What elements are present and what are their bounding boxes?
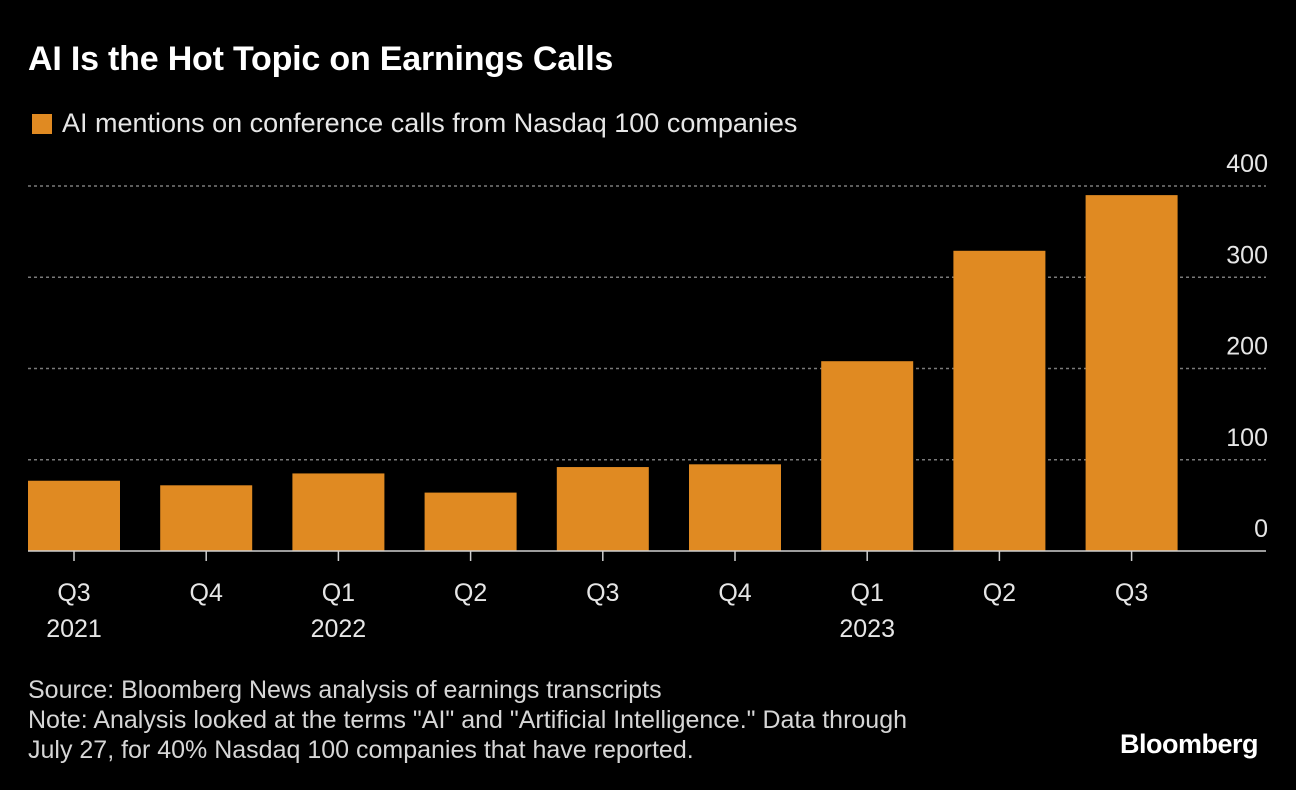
source-note: Source: Bloomberg News analysis of earni… <box>28 676 662 704</box>
methodology-note-line-1: Note: Analysis looked at the terms "AI" … <box>28 706 908 734</box>
x-year-label-2: 2022 <box>311 615 367 643</box>
methodology-note-line-2: July 27, for 40% Nasdaq 100 companies th… <box>28 736 694 764</box>
bar-4 <box>556 467 649 551</box>
chart-footer: Source: Bloomberg News analysis of earni… <box>28 675 1028 765</box>
bar-7 <box>953 250 1046 551</box>
bar-8 <box>1085 195 1178 551</box>
x-tick-label-0: Q3 <box>57 579 90 607</box>
bloomberg-logo: Bloomberg <box>1119 729 1259 759</box>
x-tick-label-2: Q1 <box>322 579 355 607</box>
bar-6 <box>821 361 914 551</box>
legend-swatch <box>32 113 52 134</box>
bar-chart: 0 100 200 300 400 Q3 2021 Q4 Q1 2022 Q2 Q3 Q4 Q1 2023 Q… <box>28 150 1268 643</box>
y-tick-label-0: 0 <box>1254 515 1268 543</box>
y-tick-label-200: 200 <box>1226 333 1268 361</box>
bar-2 <box>292 473 385 551</box>
y-tick-label-400: 400 <box>1226 150 1268 178</box>
bar-1 <box>160 485 253 551</box>
x-tick-label-7: Q2 <box>983 579 1016 607</box>
x-tick-label-3: Q2 <box>454 579 487 607</box>
x-year-label-6: 2023 <box>839 615 895 643</box>
y-tick-label-300: 300 <box>1226 241 1268 269</box>
x-tick-label-4: Q3 <box>586 579 619 607</box>
bar-0 <box>28 480 120 551</box>
legend-label: AI mentions on conference calls from Nas… <box>62 108 798 138</box>
bar-5 <box>689 464 781 551</box>
x-tick-label-5: Q4 <box>718 579 751 607</box>
bar-3 <box>424 492 517 551</box>
y-tick-label-100: 100 <box>1226 424 1268 452</box>
x-year-label-0: 2021 <box>46 615 102 643</box>
x-tick-label-8: Q3 <box>1115 579 1148 607</box>
chart-title: AI Is the Hot Topic on Earnings Calls <box>28 40 614 78</box>
x-tick-label-6: Q1 <box>851 579 884 607</box>
x-tick-label-1: Q4 <box>190 579 223 607</box>
chart-legend: AI mentions on conference calls from Nas… <box>32 108 797 139</box>
